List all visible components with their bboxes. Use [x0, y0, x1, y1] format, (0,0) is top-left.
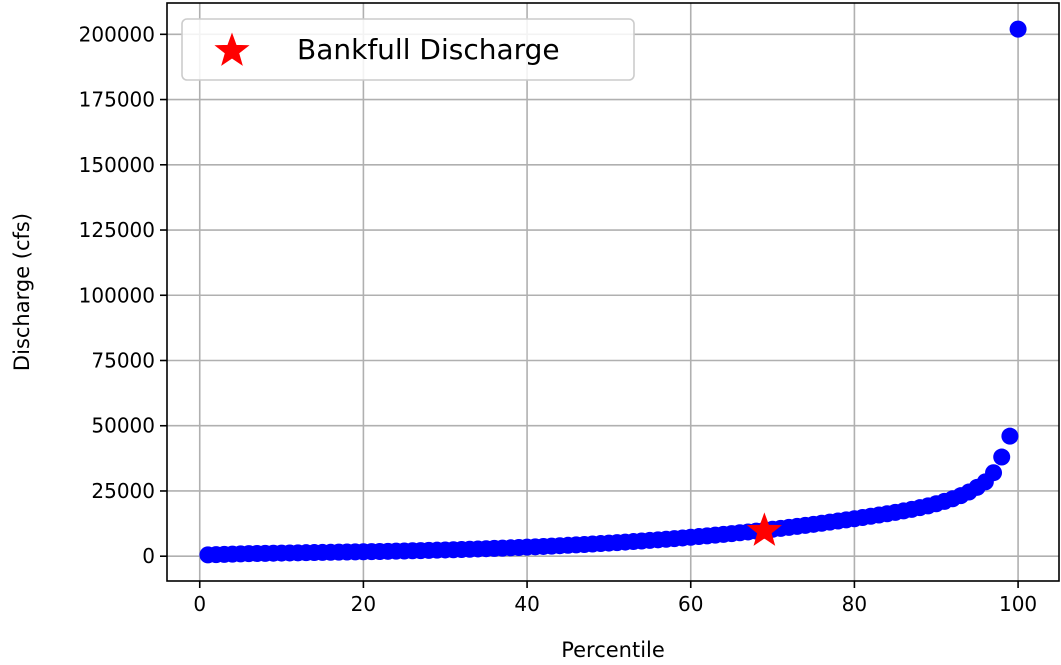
- axis-ticks: 0 20 40 60 80 100 0 25000 50000 75000 100000 125000…: [79, 22, 1038, 616]
- data-points: [199, 20, 1027, 564]
- data-point: [1009, 20, 1027, 38]
- legend-box: [181, 18, 635, 81]
- x-tick-label: 20: [351, 592, 376, 616]
- grid: [167, 3, 1059, 581]
- y-tick-label: 100000: [79, 283, 155, 307]
- x-tick-label: 80: [842, 592, 867, 616]
- x-tick-label: 100: [999, 592, 1037, 616]
- data-point: [985, 464, 1003, 482]
- legend-label-bankfull-discharge: Bankfull Discharge: [297, 33, 560, 66]
- data-point: [1001, 427, 1019, 445]
- y-axis-label: Discharge (cfs): [10, 213, 34, 371]
- y-tick-label: 175000: [79, 88, 155, 112]
- y-tick-label: 50000: [91, 414, 155, 438]
- data-point: [993, 448, 1011, 466]
- y-tick-label: 25000: [91, 479, 155, 503]
- bankfull-marker-layer: [746, 512, 782, 546]
- legend-star-icon: [214, 32, 250, 66]
- bankfull-discharge-star: [746, 512, 782, 546]
- x-tick-label: 0: [193, 592, 206, 616]
- x-tick-label: 60: [678, 592, 703, 616]
- plot-frame: [166, 2, 1060, 582]
- y-tick-label: 150000: [79, 153, 155, 177]
- y-tick-label: 75000: [91, 348, 155, 372]
- legend: Bankfull Discharge: [181, 18, 635, 81]
- x-axis-label: Percentile: [561, 638, 665, 662]
- y-tick-label: 0: [142, 544, 155, 568]
- y-tick-label: 200000: [79, 22, 155, 46]
- x-tick-label: 40: [514, 592, 539, 616]
- plot-background: [167, 3, 1059, 581]
- y-tick-label: 125000: [79, 218, 155, 242]
